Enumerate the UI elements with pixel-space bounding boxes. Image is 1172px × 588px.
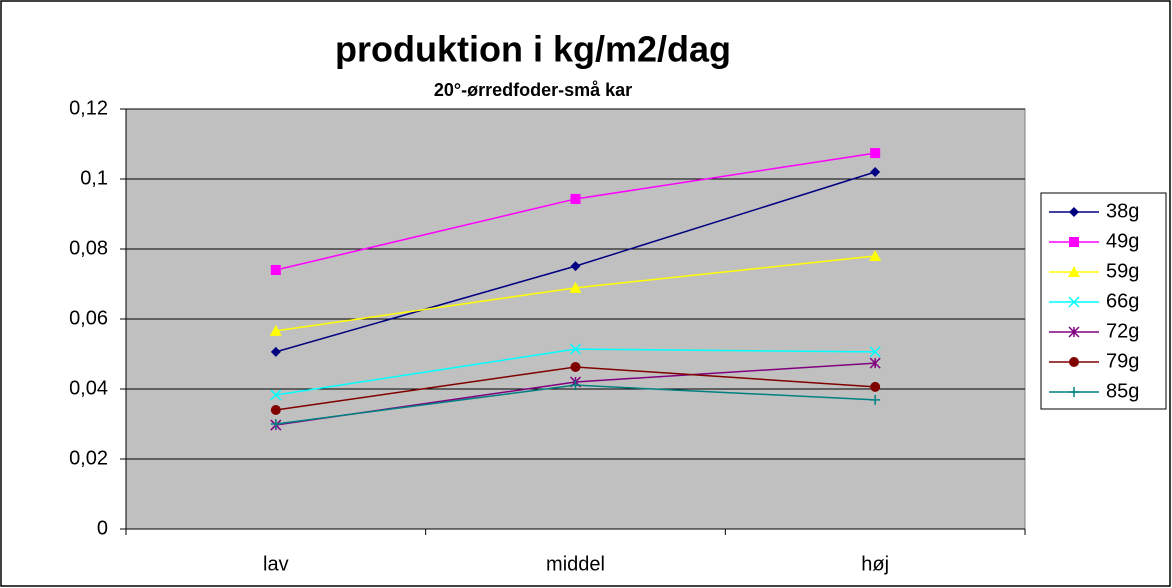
marker	[570, 361, 581, 372]
marker	[869, 357, 881, 369]
marker	[1068, 296, 1080, 308]
legend-label: 59g	[1106, 260, 1139, 282]
legend-label: 79g	[1106, 350, 1139, 372]
legend-label: 38g	[1106, 200, 1139, 222]
y-tick-label: 0,12	[69, 97, 108, 119]
marker	[270, 405, 281, 415]
legend-label: 85g	[1106, 380, 1139, 402]
marker	[1069, 207, 1079, 217]
marker	[570, 261, 581, 272]
legend-label: 49g	[1106, 230, 1139, 252]
x-tick-label: høj	[861, 553, 889, 575]
marker	[870, 167, 881, 177]
x-tick-label: middel	[546, 553, 605, 575]
marker	[1068, 326, 1080, 338]
y-tick-label: 0,1	[80, 167, 108, 189]
y-tick-label: 0,04	[69, 377, 108, 399]
marker	[870, 394, 881, 405]
marker	[1068, 266, 1080, 277]
x-tick-label: lav	[263, 553, 289, 575]
marker	[569, 343, 582, 355]
legend-label: 72g	[1106, 320, 1139, 342]
marker	[570, 380, 581, 391]
marker	[869, 346, 881, 358]
marker	[570, 193, 581, 204]
y-tick-label: 0,08	[69, 237, 108, 259]
chart-subtitle: 20°-ørredfoder-små kar	[434, 80, 632, 100]
marker	[870, 148, 881, 159]
y-tick-label: 0,06	[69, 307, 108, 329]
marker	[1069, 387, 1079, 397]
marker	[270, 389, 282, 401]
y-tick-label: 0,02	[69, 447, 108, 469]
marker	[269, 324, 282, 336]
marker	[1069, 357, 1079, 367]
y-tick-label: 0	[97, 517, 108, 539]
marker	[870, 381, 881, 392]
marker	[569, 281, 582, 293]
marker	[1069, 237, 1079, 247]
marker	[270, 265, 281, 275]
legend	[1040, 192, 1167, 410]
marker	[270, 346, 281, 357]
chart-title: produktion i kg/m2/dag	[335, 29, 731, 70]
marker	[869, 250, 882, 261]
marker	[270, 419, 281, 429]
legend-label: 66g	[1106, 290, 1139, 312]
